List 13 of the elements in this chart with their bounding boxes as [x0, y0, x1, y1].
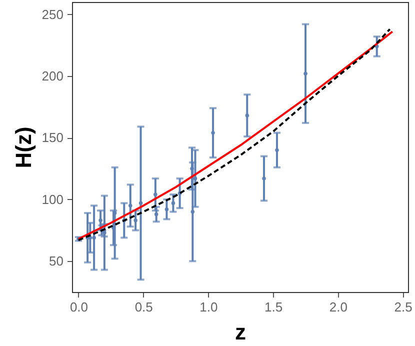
y-tick-label: 250 — [42, 6, 64, 22]
y-tick-label: 150 — [42, 130, 64, 146]
x-tick-label: 2.0 — [329, 300, 348, 314]
x-tick-label: 1.5 — [264, 300, 283, 314]
y-tick-label: 50 — [49, 254, 64, 269]
x-tick-label: 2.5 — [394, 300, 412, 314]
x-tick-label: 0.0 — [70, 300, 88, 314]
y-axis-title: H(z) — [10, 126, 36, 168]
y-tick-label: 100 — [42, 192, 64, 207]
x-axis-title: z — [235, 320, 246, 344]
y-tick-label: 200 — [42, 68, 64, 84]
x-tick-label: 0.5 — [134, 300, 153, 314]
x-tick-label: 1.0 — [200, 300, 218, 314]
